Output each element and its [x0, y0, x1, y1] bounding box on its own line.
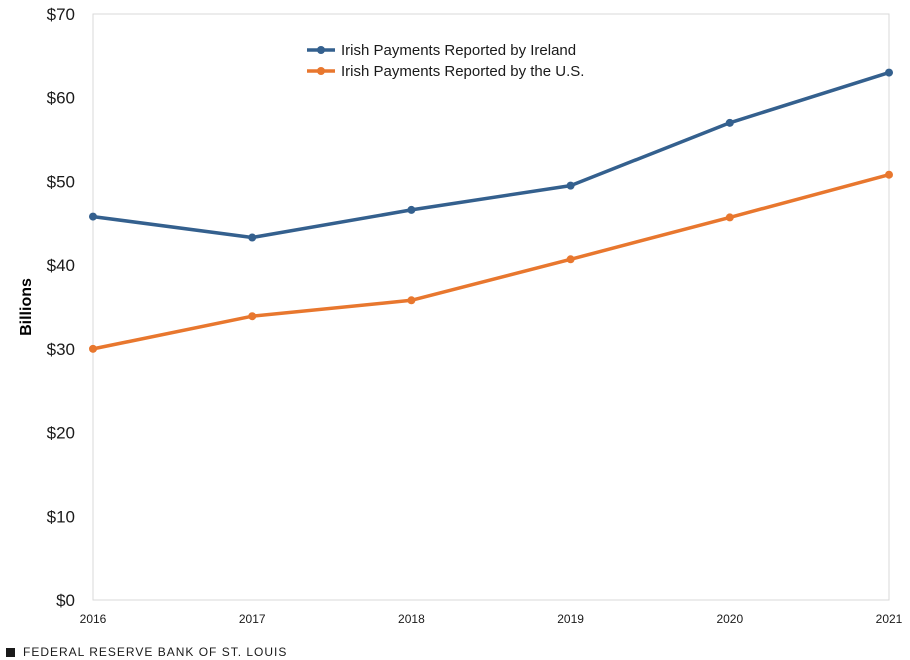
data-point — [566, 255, 575, 264]
legend-label: Irish Payments Reported by the U.S. — [341, 63, 584, 80]
y-tick-label: $50 — [47, 172, 75, 191]
data-point — [407, 205, 416, 214]
legend-swatch-marker — [317, 67, 325, 75]
legend-label: Irish Payments Reported by Ireland — [341, 42, 576, 59]
y-tick-label: $70 — [47, 5, 75, 24]
data-point — [885, 68, 893, 77]
legend: Irish Payments Reported by Ireland Irish … — [307, 42, 584, 80]
data-point — [248, 233, 257, 242]
footer-source: FEDERAL RESERVE BANK OF ST. LOUIS — [6, 645, 287, 659]
series-line-1 — [91, 70, 891, 240]
x-tick-label: 2017 — [239, 612, 266, 626]
x-tick-label: 2018 — [398, 612, 425, 626]
y-axis-ticks: $0 $10 $20 $30 $40 $50 $60 $70 — [47, 5, 75, 610]
x-tick-label: 2020 — [716, 612, 743, 626]
y-tick-label: $0 — [56, 591, 75, 610]
y-tick-label: $40 — [47, 256, 75, 275]
footer-square-icon — [6, 647, 15, 657]
x-tick-label: 2019 — [557, 612, 584, 626]
data-point — [725, 118, 734, 127]
data-point — [725, 213, 734, 222]
series-line-2 — [91, 172, 891, 351]
x-axis-ticks: 2016 2017 2018 2019 2020 2021 — [80, 612, 903, 626]
data-point — [89, 212, 97, 221]
y-tick-label: $60 — [47, 89, 75, 108]
series-layer — [89, 68, 893, 353]
data-point — [566, 181, 575, 190]
plot-area-border — [92, 13, 890, 601]
y-tick-label: $20 — [47, 424, 75, 443]
data-point — [885, 170, 893, 179]
data-point — [248, 312, 257, 321]
y-axis-title: Billions — [18, 278, 35, 336]
data-point — [407, 296, 416, 305]
y-tick-label: $10 — [47, 507, 75, 526]
y-tick-label: $30 — [47, 340, 75, 359]
footer-source-text: FEDERAL RESERVE BANK OF ST. LOUIS — [23, 645, 288, 659]
line-chart: $0 $10 $20 $30 $40 $50 $60 $70 2016 2017 2018 2019… — [18, 5, 903, 626]
x-tick-label: 2016 — [80, 612, 107, 626]
x-tick-label: 2021 — [876, 612, 903, 626]
data-point — [89, 344, 97, 353]
legend-swatch-marker — [317, 46, 325, 54]
